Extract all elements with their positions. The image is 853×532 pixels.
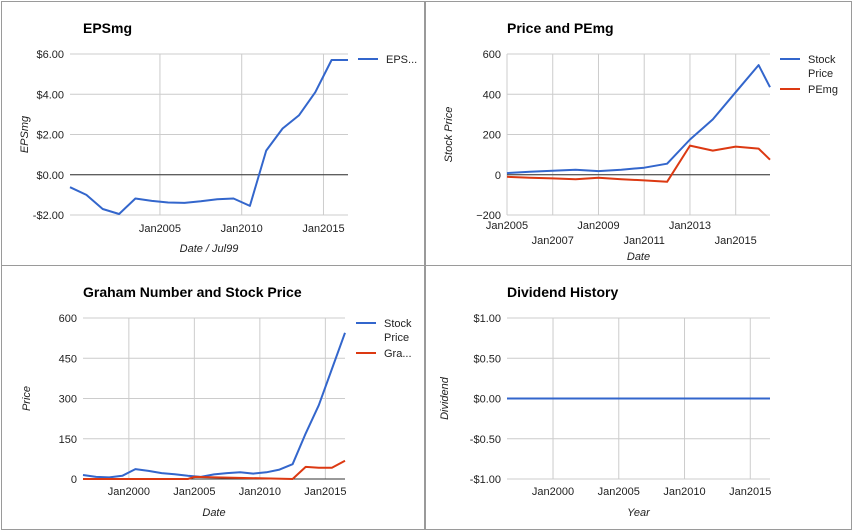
y-tick-label: $6.00 — [36, 49, 64, 61]
x-tick-label: Jan2015 — [304, 486, 346, 498]
y-tick-label: $0.50 — [473, 353, 501, 365]
y-tick-label: 600 — [483, 49, 501, 61]
x-tick-label: Jan2010 — [239, 486, 281, 498]
chart-title: EPSmg — [83, 20, 132, 36]
legend-label: EPS... — [386, 54, 417, 66]
x-tick-label: Jan2009 — [577, 220, 619, 232]
y-tick-label: 450 — [59, 353, 77, 365]
chart-title: Price and PEmg — [507, 20, 614, 36]
y-tick-label: 0 — [495, 170, 501, 182]
y-tick-label: −200 — [476, 210, 501, 222]
chart-title: Dividend History — [507, 284, 618, 300]
x-tick-label: Jan2007 — [532, 235, 574, 247]
dividend-chart-panel: Dividend History $1.00 $0.50 $0.00 -$0.50 -$1… — [425, 265, 852, 530]
y-axis-title: EPSmg — [19, 115, 31, 153]
y-tick-label: 400 — [483, 89, 501, 101]
x-tick-label: Jan2015 — [302, 223, 344, 235]
price-pe-chart-panel: Price and PEmg 600 400 200 0 −200 Jan2005 Jan20… — [425, 1, 852, 266]
y-tick-label: -$1.00 — [470, 474, 501, 486]
graham-chart: Graham Number and Stock Price 600 450 300 15… — [21, 284, 412, 519]
series-line-1 — [82, 332, 346, 479]
eps-chart: EPSmg $6.00 $4.00 $2.00 $0.00 -$2.00 Jan2005 Ja… — [19, 20, 417, 255]
series-line-1 — [69, 59, 348, 215]
series-line-2 — [83, 459, 346, 480]
series-line-1 — [506, 64, 771, 175]
legend-label: Gra... — [384, 348, 412, 360]
y-tick-label: $4.00 — [36, 89, 64, 101]
x-tick-label: Jan2005 — [486, 220, 528, 232]
y-axis-title: Stock Price — [443, 107, 455, 163]
x-axis-title: Date — [202, 507, 225, 519]
x-tick-label: Jan2011 — [624, 235, 665, 247]
series-line-2 — [506, 144, 771, 183]
x-tick-label: Jan2015 — [715, 235, 757, 247]
y-tick-label: 300 — [59, 394, 77, 406]
eps-chart-panel: EPSmg $6.00 $4.00 $2.00 $0.00 -$2.00 Jan2005 Ja… — [1, 1, 425, 266]
x-tick-label: Jan2000 — [108, 486, 150, 498]
x-tick-label: Jan2005 — [139, 223, 181, 235]
y-tick-label: $1.00 — [473, 313, 501, 325]
x-tick-label: Jan2000 — [532, 486, 574, 498]
x-tick-label: Jan2010 — [221, 223, 263, 235]
chart-title: Graham Number and Stock Price — [83, 284, 302, 300]
dividend-chart: Dividend History $1.00 $0.50 $0.00 -$0.50 -$1… — [439, 284, 771, 519]
y-tick-label: 200 — [483, 130, 501, 142]
graham-chart-panel: Graham Number and Stock Price 600 450 300 15… — [1, 265, 425, 530]
y-tick-label: $2.00 — [36, 130, 64, 142]
y-tick-label: $0.00 — [36, 170, 64, 182]
x-tick-label: Jan2005 — [598, 486, 640, 498]
y-tick-label: 600 — [59, 313, 77, 325]
y-axis-title: Dividend — [439, 376, 451, 420]
x-axis-title: Date / Jul99 — [180, 243, 239, 255]
x-axis-title: Date — [627, 251, 650, 263]
legend-label: Stock Price — [384, 318, 412, 344]
legend-label: PEmg — [808, 84, 838, 96]
y-tick-label: -$0.50 — [470, 434, 501, 446]
x-tick-label: Jan2015 — [729, 486, 771, 498]
x-axis-title: Year — [627, 507, 651, 519]
y-tick-label: $0.00 — [473, 394, 501, 406]
x-tick-label: Jan2005 — [173, 486, 215, 498]
y-tick-label: 150 — [59, 434, 77, 446]
legend-label: Stock Price — [808, 54, 836, 80]
y-tick-label: -$2.00 — [33, 210, 64, 222]
y-tick-label: 0 — [71, 474, 77, 486]
y-axis-title: Price — [21, 386, 33, 411]
x-tick-label: Jan2010 — [663, 486, 705, 498]
x-tick-label: Jan2013 — [669, 220, 711, 232]
